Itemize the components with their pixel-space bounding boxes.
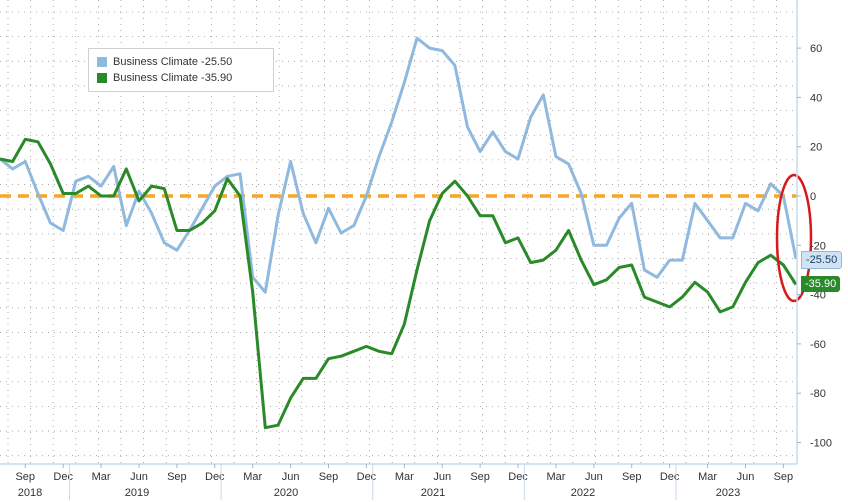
- end-value-tag-series-1: -25.50: [801, 250, 843, 269]
- x-month-label: Jun: [282, 471, 300, 483]
- series-layer: [0, 36, 798, 430]
- x-year-label: 2020: [274, 487, 298, 499]
- x-month-label: Dec: [205, 471, 225, 483]
- y-tick-label: 40: [810, 92, 822, 104]
- x-year-label: 2022: [571, 487, 595, 499]
- legend-item-series-2: Business Climate -35.90: [97, 70, 265, 86]
- series-line-2: [0, 137, 798, 430]
- x-month-label: Sep: [319, 471, 339, 483]
- x-year-label: 2023: [716, 487, 740, 499]
- y-tick-labels: 60 40 20 0 -20 -40 -60 -80 -100: [797, 43, 832, 450]
- y-tick-label: -60: [810, 339, 826, 351]
- y-tick-label: -100: [810, 438, 832, 450]
- y-tick-label: 20: [810, 142, 822, 154]
- x-month-label: Mar: [243, 471, 262, 483]
- x-month-label: Mar: [395, 471, 414, 483]
- y-tick-label: -40: [810, 290, 826, 302]
- legend-label-series-1: Business Climate -25.50: [113, 56, 233, 68]
- x-month-label: Dec: [508, 471, 528, 483]
- y-tick-label: -20: [810, 240, 826, 252]
- legend-swatch-series-1: [97, 57, 107, 67]
- x-month-label: Mar: [698, 471, 717, 483]
- x-month-label: Jun: [433, 471, 451, 483]
- x-month-label: Dec: [357, 471, 377, 483]
- x-month-label: Sep: [15, 471, 35, 483]
- y-tick-label: 60: [810, 43, 822, 55]
- legend-item-series-1: Business Climate -25.50: [97, 54, 265, 70]
- series-line-1: [0, 36, 798, 294]
- x-year-label: 2019: [125, 487, 149, 499]
- x-month-label: Dec: [660, 471, 680, 483]
- legend: Business Climate -25.50 Business Climate…: [88, 48, 274, 92]
- y-tick-label: 0: [810, 191, 816, 203]
- legend-swatch-series-2: [97, 73, 107, 83]
- x-month-label: Jun: [737, 471, 755, 483]
- x-month-label: Dec: [53, 471, 73, 483]
- x-year-label: 2018: [18, 487, 42, 499]
- end-value-tag-series-2: -35.90: [801, 276, 841, 293]
- x-month-label: Sep: [622, 471, 642, 483]
- x-month-label: Mar: [92, 471, 111, 483]
- y-tick-label: -80: [810, 388, 826, 400]
- legend-label-series-2: Business Climate -35.90: [113, 72, 233, 84]
- x-month-label: Jun: [130, 471, 148, 483]
- highlight-ellipse: [775, 173, 813, 303]
- x-month-label: Sep: [167, 471, 187, 483]
- x-tick-labels: Sep Dec Mar Jun Sep Dec Mar Jun Sep Dec Mar Jun Sep D…: [15, 464, 793, 500]
- x-month-label: Mar: [546, 471, 565, 483]
- x-month-label: Jun: [585, 471, 603, 483]
- x-month-label: Sep: [774, 471, 794, 483]
- x-month-label: Sep: [470, 471, 490, 483]
- x-year-label: 2021: [421, 487, 445, 499]
